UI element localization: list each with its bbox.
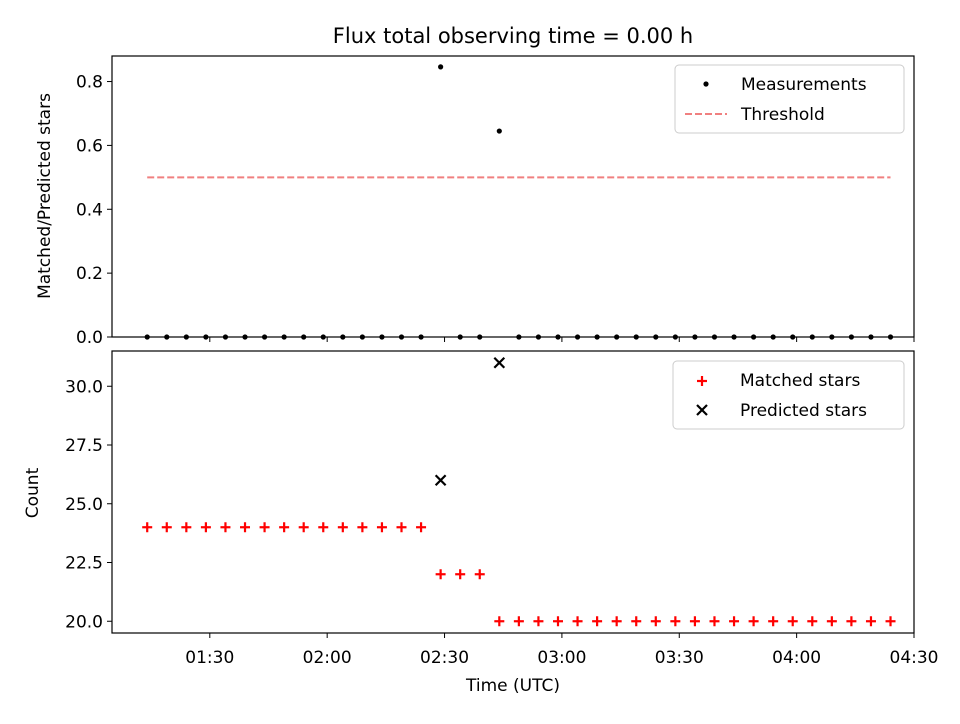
bottom-plot-panel: Count Time (UTC) 20.0 22.5 25.0 27.5 30.0 01… (23, 350, 939, 696)
legend-marker-measurements (703, 81, 709, 87)
matched-stars-point (474, 569, 485, 580)
matched-stars-point (142, 522, 153, 533)
matched-stars-point (552, 616, 563, 627)
legend-label-measurements: Measurements (741, 75, 867, 95)
matched-stars-point (572, 616, 583, 627)
matched-stars-point (416, 522, 427, 533)
measurement-point (496, 128, 502, 134)
top-legend: Measurements Threshold (674, 64, 905, 134)
bottom-plot-marks (142, 356, 896, 627)
x-tick-label: 02:30 (420, 648, 469, 668)
matched-stars-point (494, 616, 505, 627)
matched-stars-point (689, 616, 700, 627)
top-plot-marks (144, 64, 894, 340)
matched-stars-point (807, 616, 818, 627)
matched-stars-point (279, 522, 290, 533)
matched-stars-point (865, 616, 876, 627)
top-y-axis-label: Matched/Predicted stars (35, 93, 55, 299)
y-tick-label: 0.8 (76, 73, 103, 93)
y-tick-label: 27.5 (65, 436, 103, 456)
y-tick-label: 0.2 (76, 264, 103, 284)
matched-stars-point (357, 522, 368, 533)
top-x-axis-ticks (209, 337, 915, 342)
y-tick-label: 0.4 (76, 200, 103, 220)
x-stroke-2 (493, 356, 506, 369)
matched-stars-point (161, 522, 172, 533)
bottom-x-axis-ticks: 01:30 02:00 02:30 03:00 03:30 04:00 04:30 (185, 633, 939, 668)
y-tick-label: 0.6 (76, 136, 103, 156)
matched-stars-point (298, 522, 309, 533)
matched-stars-point (318, 522, 329, 533)
matched-stars-point (376, 522, 387, 533)
matched-stars-point (396, 522, 407, 533)
predicted-stars-point (493, 356, 506, 369)
matched-stars-point (455, 569, 466, 580)
matched-stars-point (240, 522, 251, 533)
matched-stars-point (435, 569, 446, 580)
bottom-legend: Matched stars Predicted stars (672, 360, 905, 430)
matched-stars-point (885, 616, 896, 627)
matched-stars-point (787, 616, 798, 627)
measurement-point (438, 64, 444, 70)
x-axis-label: Time (UTC) (465, 676, 560, 696)
y-tick-label: 0.0 (76, 328, 103, 348)
matched-stars-point (337, 522, 348, 533)
predicted-stars-point (434, 474, 447, 487)
y-tick-label: 30.0 (65, 377, 103, 397)
bottom-y-axis-ticks: 20.0 22.5 25.0 27.5 30.0 (65, 377, 112, 632)
matched-stars-point (220, 522, 231, 533)
matched-stars-point (670, 616, 681, 627)
matched-stars-point (181, 522, 192, 533)
y-tick-label: 25.0 (65, 495, 103, 515)
y-tick-label: 22.5 (65, 554, 103, 574)
bottom-legend-box (672, 360, 905, 430)
matched-stars-point (709, 616, 720, 627)
matched-stars-point (729, 616, 740, 627)
matched-stars-point (611, 616, 622, 627)
x-tick-label: 03:30 (655, 648, 704, 668)
x-tick-label: 03:00 (537, 648, 586, 668)
legend-label-threshold: Threshold (740, 105, 825, 125)
x-tick-label: 04:00 (772, 648, 821, 668)
legend-marker-matched-stars (697, 376, 707, 386)
top-axes-frame (111, 55, 915, 338)
bottom-axes-frame (111, 350, 915, 634)
matched-stars-point (748, 616, 759, 627)
chart-title: Flux total observing time = 0.00 h (333, 24, 693, 48)
matched-stars-point (592, 616, 603, 627)
matched-stars-point (768, 616, 779, 627)
x-tick-label: 02:00 (303, 648, 352, 668)
matched-stars-point (259, 522, 270, 533)
legend-marker-predicted-stars (696, 404, 708, 416)
matched-stars-point (650, 616, 661, 627)
legend-label-matched-stars: Matched stars (740, 371, 860, 391)
matched-stars-point (533, 616, 544, 627)
top-legend-box (674, 64, 905, 134)
matched-stars-point (513, 616, 524, 627)
matched-stars-point (826, 616, 837, 627)
matched-stars-point (631, 616, 642, 627)
matched-stars-point (200, 522, 211, 533)
matched-stars-point (846, 616, 857, 627)
y-tick-label: 20.0 (65, 612, 103, 632)
top-y-axis-ticks: 0.0 0.2 0.4 0.6 0.8 (76, 73, 112, 348)
x-tick-label: 04:30 (890, 648, 939, 668)
bottom-y-axis-label: Count (23, 467, 43, 518)
x-tick-label: 01:30 (185, 648, 234, 668)
legend-label-predicted-stars: Predicted stars (740, 401, 867, 421)
x-stroke-2 (434, 474, 447, 487)
top-plot-panel: Flux total observing time = 0.00 h Match… (35, 24, 915, 348)
